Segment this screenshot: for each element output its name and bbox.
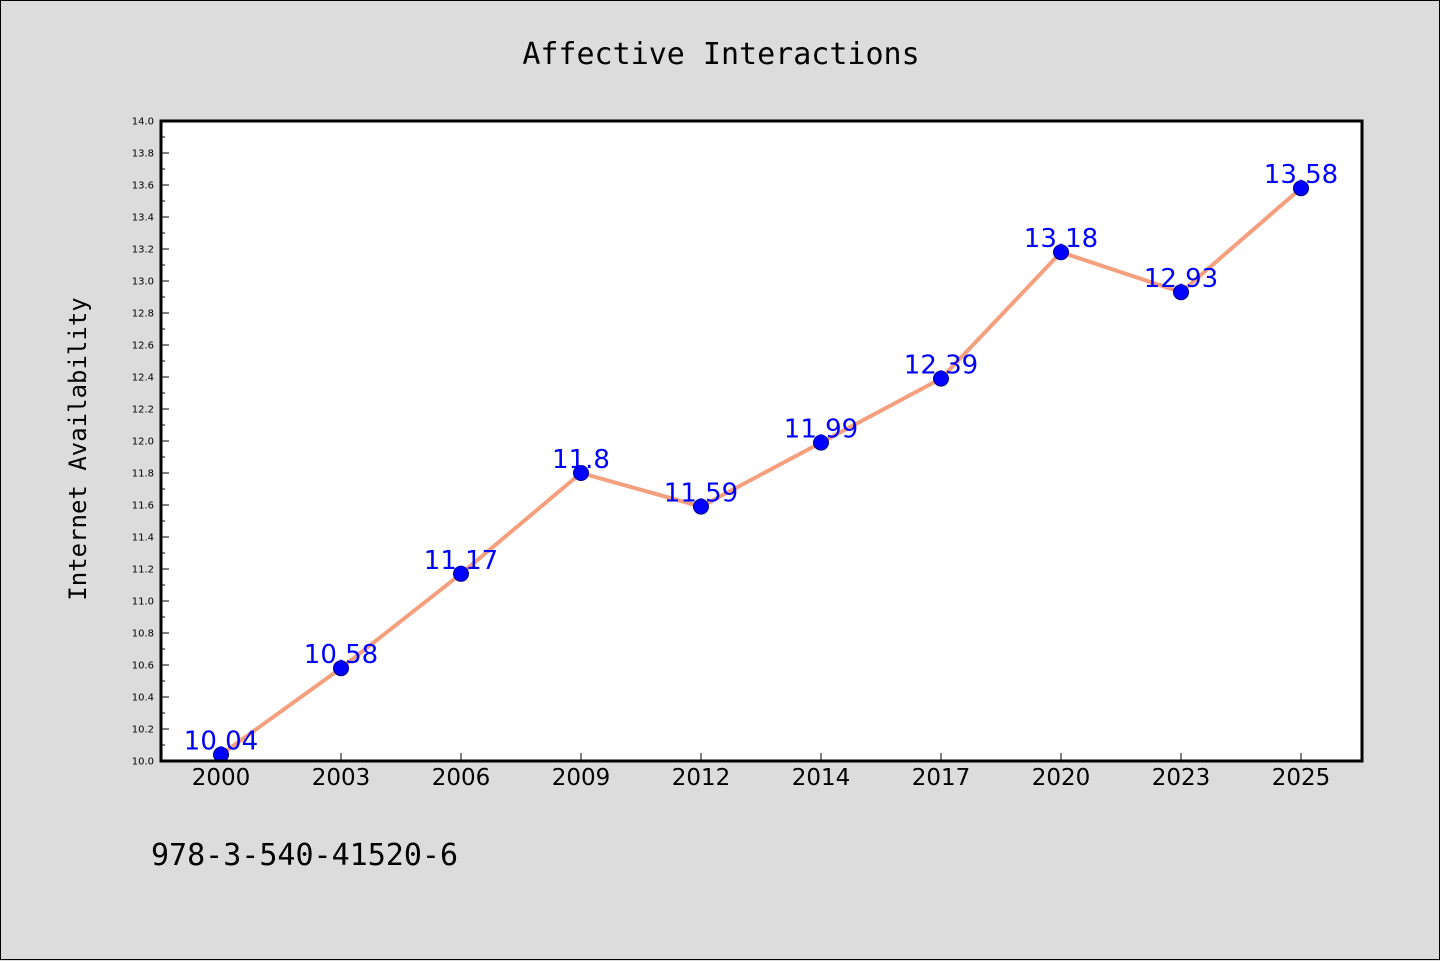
y-tick-label: 14.0 (132, 117, 154, 128)
data-label: 13.18 (1024, 224, 1098, 254)
data-label: 11.8 (552, 445, 610, 475)
data-point (1293, 180, 1309, 197)
data-point (573, 465, 589, 481)
data-label: 11.59 (664, 479, 738, 509)
y-tick-label: 12.0 (132, 437, 154, 448)
x-tick-label: 2000 (192, 765, 251, 791)
y-tick-label: 10.0 (132, 757, 154, 768)
data-point (1053, 244, 1069, 261)
data-label: 13.58 (1264, 160, 1338, 190)
y-tick-label: 12.4 (132, 373, 154, 384)
x-axis: 2000 2003 2006 2009 2012 2014 2017 2020 2023 2025 (192, 753, 1331, 791)
isbn-footnote: 978-3-540-41520-6 (151, 838, 458, 873)
y-tick-label: 13.6 (132, 181, 154, 192)
data-point (813, 434, 829, 451)
data-label: 11.17 (424, 546, 498, 576)
x-tick-label: 2012 (672, 765, 731, 791)
x-tick-label: 2009 (552, 765, 611, 791)
y-axis-label: Internet Availability (64, 297, 92, 600)
data-label: 12.93 (1144, 264, 1218, 294)
data-point (1173, 284, 1189, 301)
y-tick-label: 11.0 (132, 597, 154, 608)
y-tick-label: 11.6 (132, 501, 154, 512)
y-tick-label: 12.6 (132, 341, 154, 352)
y-tick-label: 13.8 (132, 149, 154, 160)
data-point (453, 565, 469, 582)
y-tick-label: 11.8 (132, 469, 154, 480)
plot-frame (159, 119, 1364, 763)
y-tick-label: 10.6 (132, 661, 154, 672)
x-tick-label: 2025 (1272, 765, 1331, 791)
x-tick-label: 2017 (912, 765, 971, 791)
y-tick-label: 10.2 (132, 725, 154, 736)
data-point (693, 498, 709, 515)
y-tick-label: 13.4 (132, 213, 154, 224)
x-tick-label: 2023 (1152, 765, 1211, 791)
data-point (333, 660, 349, 677)
data-label: 10.04 (184, 727, 258, 757)
data-label: 11.99 (784, 415, 858, 445)
chart-title: Affective Interactions (522, 37, 919, 72)
series-layer: 10.04 10.58 11.17 11.8 11.59 11.99 12.39 13.18 1… (184, 160, 1338, 763)
y-tick-label: 13.0 (132, 277, 154, 288)
x-tick-label: 2014 (792, 765, 851, 791)
y-tick-label: 12.8 (132, 309, 154, 320)
data-point (933, 370, 949, 387)
x-tick-label: 2003 (312, 765, 371, 791)
y-tick-label: 11.4 (132, 533, 154, 544)
y-tick-label: 10.8 (132, 629, 154, 640)
x-tick-label: 2006 (432, 765, 491, 791)
series-line (219, 186, 1303, 757)
y-tick-label: 12.2 (132, 405, 154, 416)
y-tick-label: 11.2 (132, 565, 154, 576)
x-tick-label: 2020 (1032, 765, 1091, 791)
y-tick-label: 10.4 (132, 693, 154, 704)
data-label: 12.39 (904, 351, 978, 381)
data-label: 10.58 (304, 640, 378, 670)
y-tick-label: 13.2 (132, 245, 154, 256)
